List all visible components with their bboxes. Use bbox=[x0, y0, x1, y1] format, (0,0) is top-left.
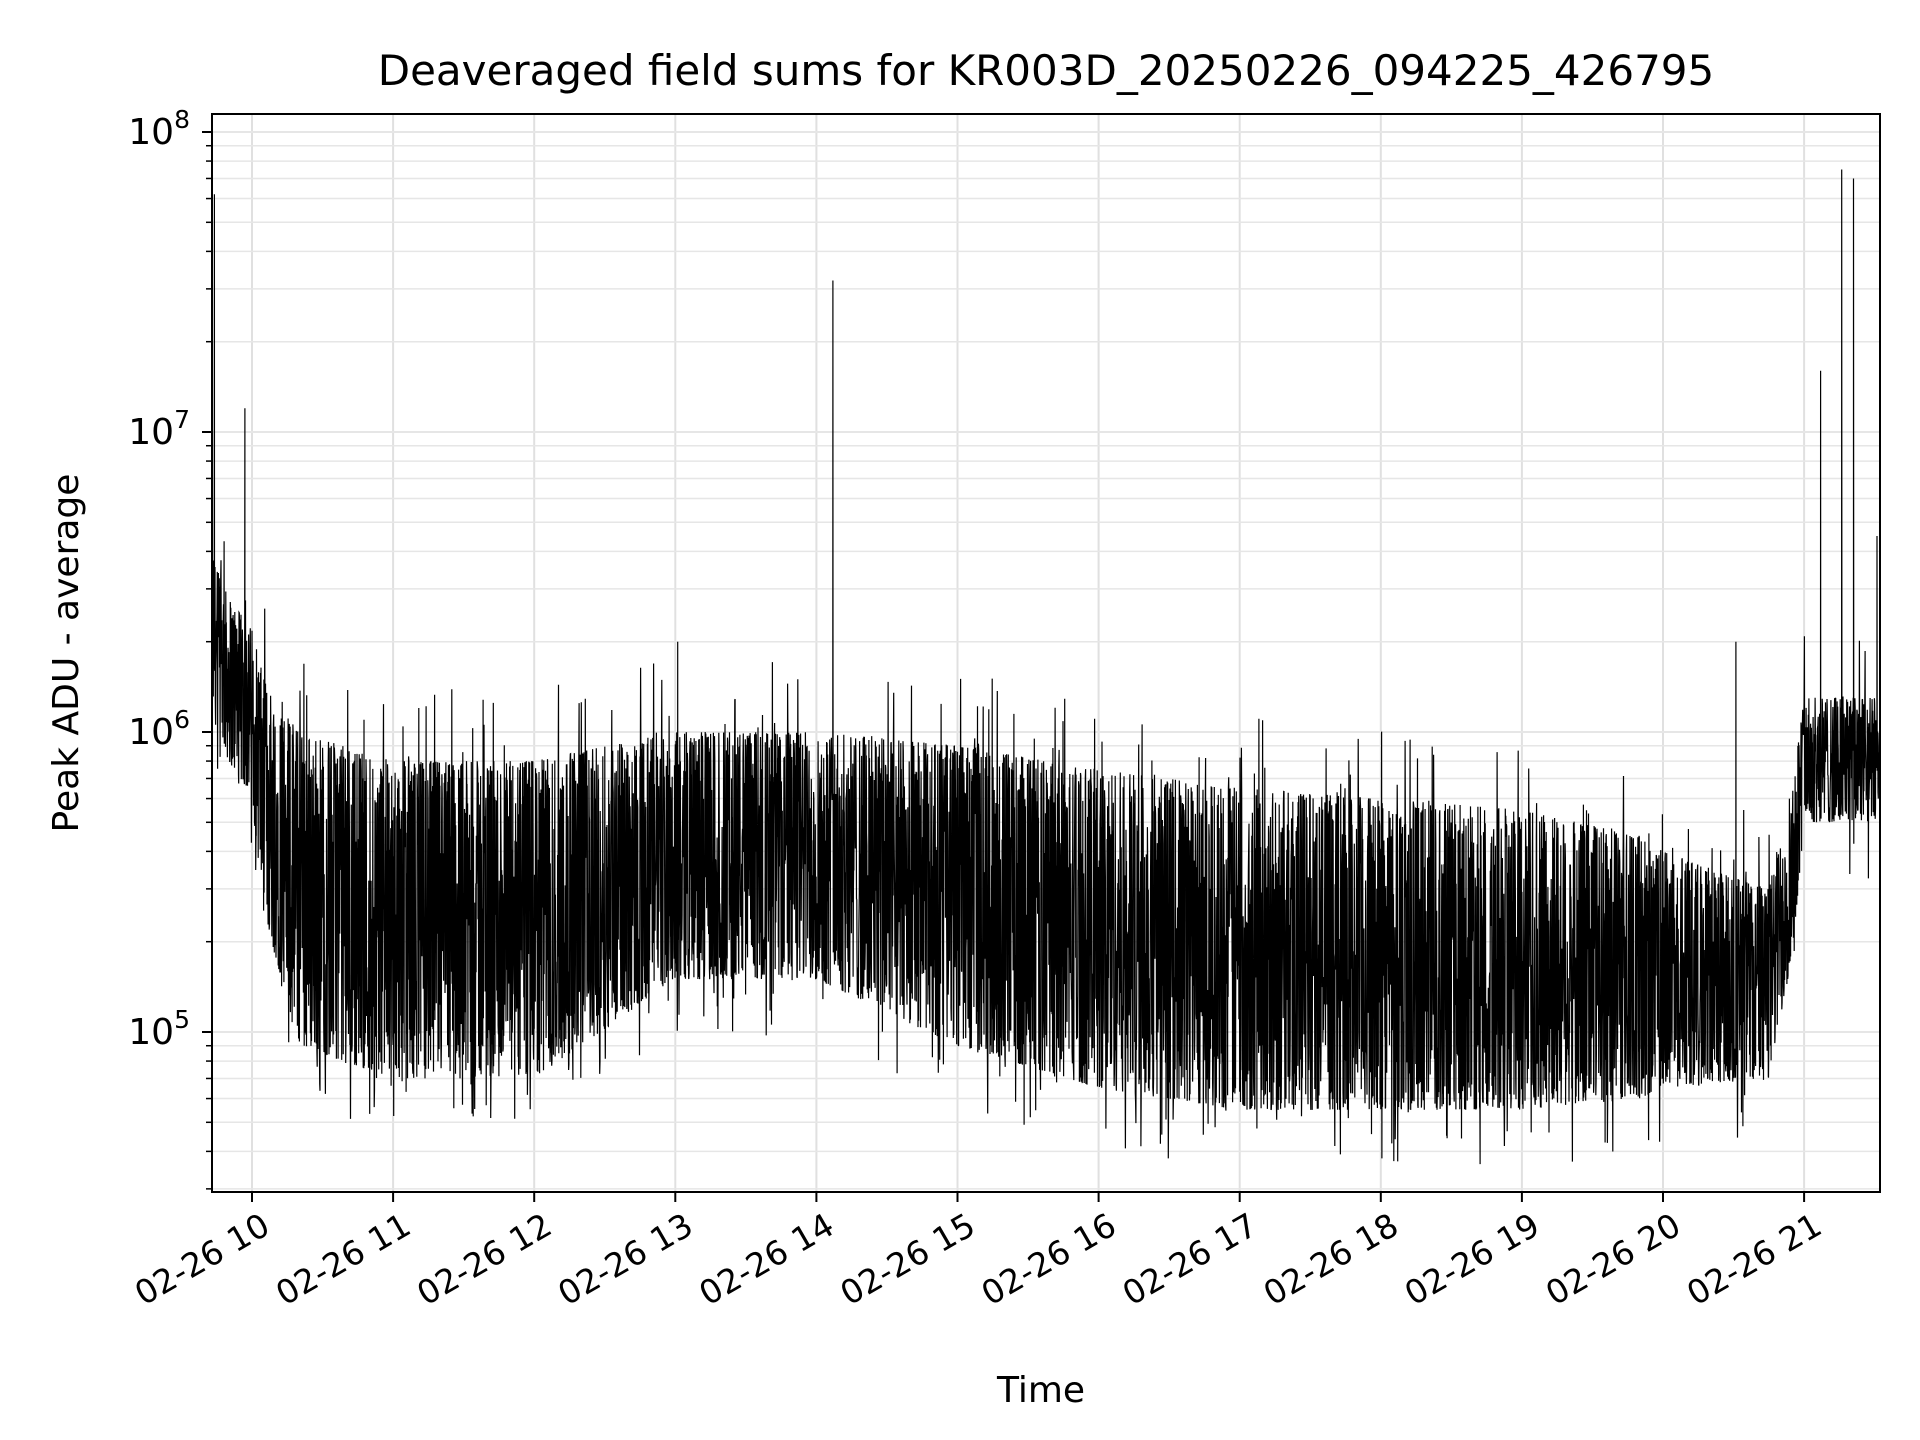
y-axis-ticks: 105 106 107 108 bbox=[128, 105, 212, 1190]
plot-frame bbox=[211, 113, 1881, 1193]
y-tick-label: 107 bbox=[128, 405, 190, 453]
series-line bbox=[211, 169, 1881, 1165]
y-tick-label: 108 bbox=[128, 105, 190, 153]
chart-title: Deaveraged field sums for KR003D_2025022… bbox=[378, 46, 1715, 95]
data-series-line bbox=[211, 169, 1881, 1165]
y-tick-label: 106 bbox=[128, 705, 190, 753]
y-axis-label: Peak ADU - average bbox=[46, 474, 87, 833]
x-axis-label: Time bbox=[996, 1370, 1085, 1411]
y-tick-label: 105 bbox=[128, 1005, 190, 1053]
